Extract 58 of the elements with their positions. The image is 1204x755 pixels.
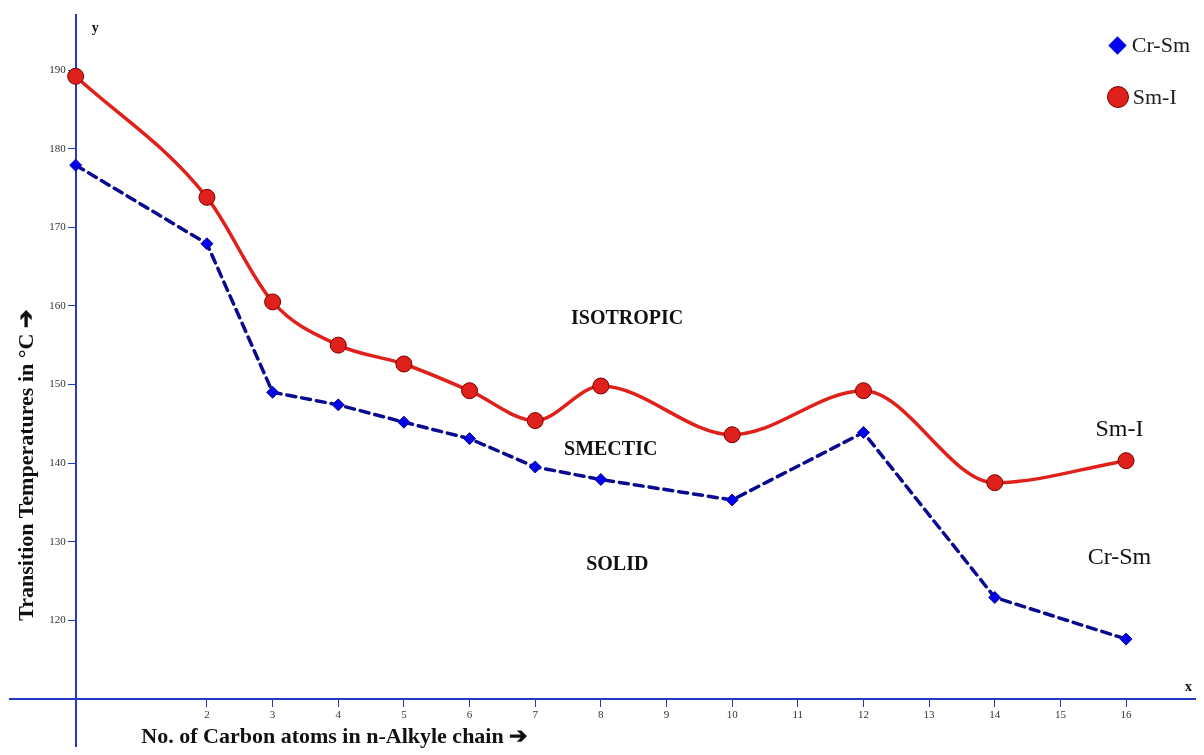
x-tick-label: 15	[1054, 708, 1067, 721]
x-tick-label: 5	[401, 708, 408, 721]
x-tick-label: 4	[335, 708, 342, 721]
point	[988, 590, 1002, 604]
point	[69, 158, 83, 172]
point	[854, 382, 872, 400]
point	[1117, 452, 1135, 470]
point	[463, 432, 477, 446]
x-tick-label: 8	[598, 708, 605, 721]
point	[723, 426, 741, 444]
x-tick-label: 9	[663, 708, 670, 721]
x-tick-label: 7	[532, 708, 539, 721]
annotation: SMECTIC	[564, 436, 658, 459]
legend-label: Sm-I	[1132, 84, 1177, 110]
x-tick-label: 13	[923, 708, 936, 721]
point	[592, 377, 610, 395]
x-tick-label: 6	[466, 708, 473, 721]
point	[329, 336, 347, 354]
point	[264, 293, 282, 311]
point	[198, 188, 216, 206]
y-tick-label: 160	[49, 298, 67, 311]
point	[395, 355, 413, 373]
point	[528, 460, 542, 474]
point	[461, 382, 479, 400]
x-tick-label: 12	[857, 708, 869, 721]
x-axis-title: No. of Carbon atoms in n-Alkyle chain ➔	[141, 722, 528, 748]
annotation: x	[1184, 678, 1192, 694]
y-axis-title: Transition Temperatures in °C ➔	[13, 310, 39, 621]
x-tick-label: 10	[726, 708, 739, 721]
point	[331, 398, 345, 412]
annotation: y	[91, 19, 99, 35]
point	[725, 493, 739, 507]
y-tick-label: 150	[49, 377, 67, 390]
x-tick-label: 3	[269, 708, 276, 721]
annotation: Cr-Sm	[1087, 542, 1152, 569]
point	[67, 67, 85, 85]
x-tick-label: 2	[204, 708, 210, 721]
y-tick-label: 120	[49, 613, 67, 626]
point	[856, 425, 870, 439]
point	[397, 415, 411, 429]
annotation: ISOTROPIC	[570, 305, 684, 328]
legend-label: Cr-Sm	[1131, 32, 1190, 58]
y-tick-label: 130	[49, 534, 67, 547]
annotation: Sm-I	[1095, 414, 1144, 441]
point	[1119, 632, 1133, 646]
x-tick-label: 16	[1120, 708, 1133, 721]
x-tick-label: 14	[989, 708, 1001, 721]
point	[526, 412, 544, 430]
y-tick-label: 190	[49, 62, 67, 75]
y-tick-label: 180	[49, 141, 67, 154]
x-tick-label: 11	[792, 708, 804, 721]
point	[594, 473, 608, 487]
y-tick-label: 170	[49, 220, 67, 233]
annotation: SOLID	[586, 552, 649, 575]
point	[986, 474, 1004, 492]
point	[200, 237, 214, 251]
y-tick-label: 140	[49, 455, 67, 468]
point	[266, 385, 280, 399]
